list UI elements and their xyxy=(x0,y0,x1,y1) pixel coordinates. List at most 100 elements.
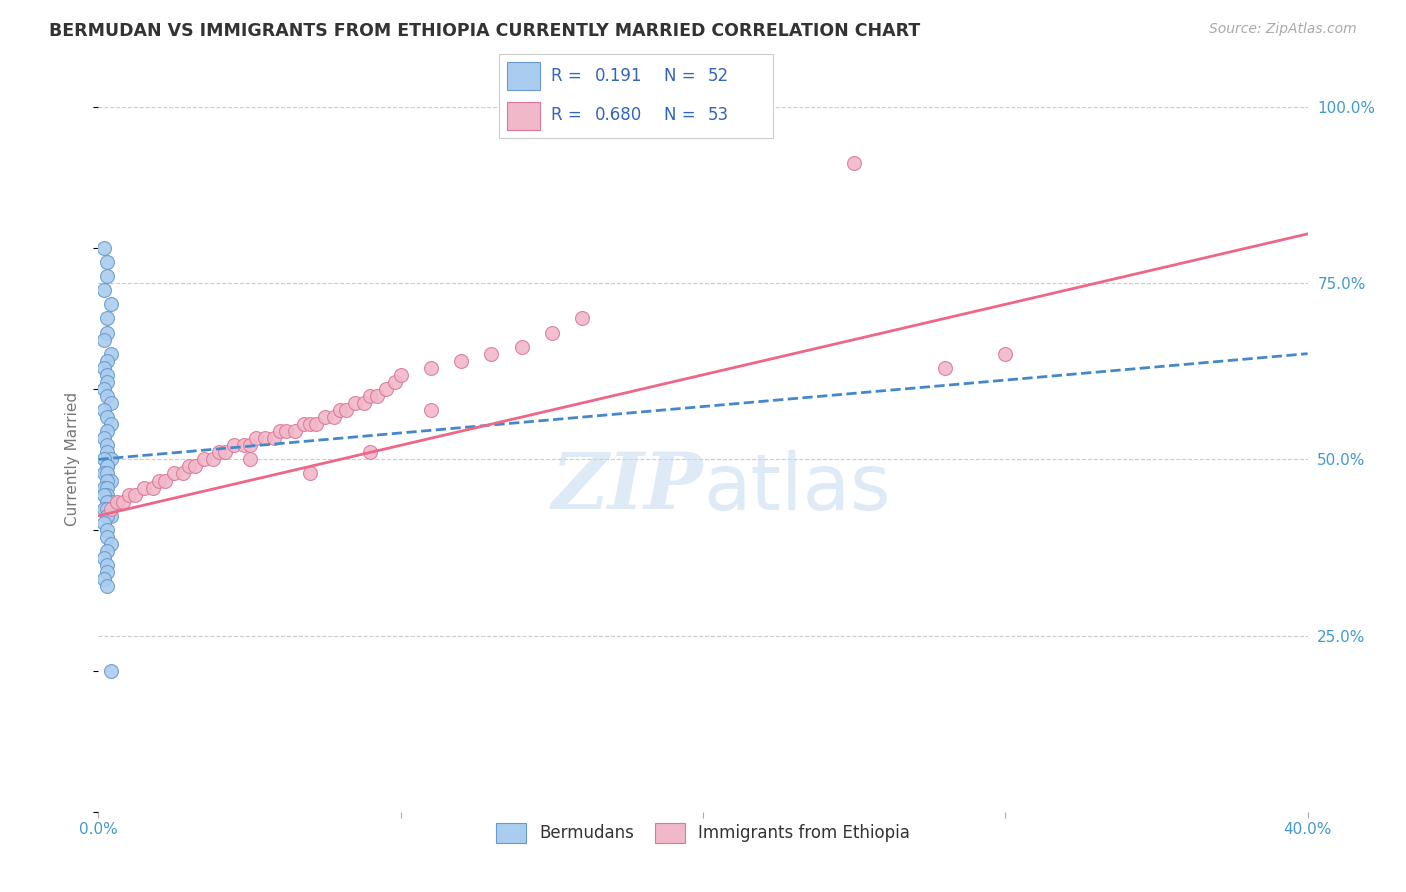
Point xyxy=(100,396,122,410)
Point xyxy=(93,551,115,566)
Point xyxy=(96,311,118,326)
Point xyxy=(93,452,115,467)
Point xyxy=(263,431,285,445)
Point xyxy=(184,459,207,474)
Point xyxy=(100,501,122,516)
Point xyxy=(93,431,115,445)
Point xyxy=(96,579,118,593)
Point xyxy=(299,417,322,431)
Point xyxy=(96,523,118,537)
FancyBboxPatch shape xyxy=(508,62,540,90)
Point xyxy=(93,360,115,375)
Point xyxy=(100,346,122,360)
FancyBboxPatch shape xyxy=(508,102,540,130)
Point xyxy=(96,487,118,501)
Point xyxy=(292,417,315,431)
Text: 53: 53 xyxy=(707,106,728,124)
Point xyxy=(420,360,443,375)
Point xyxy=(274,424,297,438)
Point xyxy=(100,494,122,508)
Point xyxy=(571,311,593,326)
Point xyxy=(100,537,122,551)
Point xyxy=(96,255,118,269)
Point xyxy=(481,346,503,360)
Point xyxy=(208,445,231,459)
Y-axis label: Currently Married: Currently Married xyxy=(65,392,80,526)
Point xyxy=(96,424,118,438)
Point xyxy=(96,410,118,425)
Point xyxy=(93,382,115,396)
Text: N =: N = xyxy=(664,68,700,86)
Text: 52: 52 xyxy=(707,68,728,86)
Point xyxy=(305,417,328,431)
Point xyxy=(100,417,122,431)
Text: R =: R = xyxy=(551,106,588,124)
Point xyxy=(96,326,118,340)
Point xyxy=(96,501,118,516)
Text: BERMUDAN VS IMMIGRANTS FROM ETHIOPIA CURRENTLY MARRIED CORRELATION CHART: BERMUDAN VS IMMIGRANTS FROM ETHIOPIA CUR… xyxy=(49,22,921,40)
Point xyxy=(253,431,276,445)
Point xyxy=(93,572,115,586)
Point xyxy=(420,403,443,417)
Point xyxy=(193,452,215,467)
Point xyxy=(96,459,118,474)
Point xyxy=(96,467,118,481)
Point xyxy=(96,530,118,544)
Point xyxy=(510,340,533,354)
Point xyxy=(93,487,115,501)
Point xyxy=(93,333,115,347)
Point xyxy=(96,445,118,459)
Point xyxy=(124,487,146,501)
Text: 0.680: 0.680 xyxy=(595,106,643,124)
Point xyxy=(96,565,118,579)
Point xyxy=(111,494,134,508)
Point xyxy=(323,410,346,425)
Point xyxy=(96,494,118,508)
Text: atlas: atlas xyxy=(703,450,890,525)
Point xyxy=(96,389,118,403)
Point xyxy=(96,544,118,558)
Point xyxy=(96,269,118,284)
Point xyxy=(132,481,155,495)
Point xyxy=(96,368,118,382)
Point xyxy=(450,353,472,368)
Point xyxy=(96,558,118,573)
Point xyxy=(100,452,122,467)
Point xyxy=(100,474,122,488)
Point xyxy=(100,508,122,523)
Point xyxy=(93,241,115,255)
FancyBboxPatch shape xyxy=(499,54,773,138)
Point xyxy=(202,452,225,467)
Point xyxy=(179,459,201,474)
Point xyxy=(153,474,176,488)
Text: ZIP: ZIP xyxy=(551,450,703,525)
Point xyxy=(100,297,122,311)
Point xyxy=(269,424,291,438)
Point xyxy=(994,346,1017,360)
Point xyxy=(384,375,406,389)
Point xyxy=(314,410,336,425)
Point xyxy=(93,516,115,530)
Point xyxy=(284,424,307,438)
Point xyxy=(224,438,246,452)
Point xyxy=(96,438,118,452)
Point xyxy=(214,445,236,459)
Text: 0.191: 0.191 xyxy=(595,68,643,86)
Point xyxy=(163,467,186,481)
Point xyxy=(142,481,165,495)
Point xyxy=(239,452,262,467)
Point xyxy=(239,438,262,452)
Point xyxy=(934,360,956,375)
Point xyxy=(93,467,115,481)
Point xyxy=(172,467,194,481)
Text: Source: ZipAtlas.com: Source: ZipAtlas.com xyxy=(1209,22,1357,37)
Point xyxy=(96,353,118,368)
Point xyxy=(329,403,352,417)
Point xyxy=(360,445,382,459)
Legend: Bermudans, Immigrants from Ethiopia: Bermudans, Immigrants from Ethiopia xyxy=(489,816,917,849)
Point xyxy=(335,403,357,417)
Point xyxy=(93,501,115,516)
Point xyxy=(232,438,254,452)
Text: N =: N = xyxy=(664,106,700,124)
Point xyxy=(100,664,122,678)
